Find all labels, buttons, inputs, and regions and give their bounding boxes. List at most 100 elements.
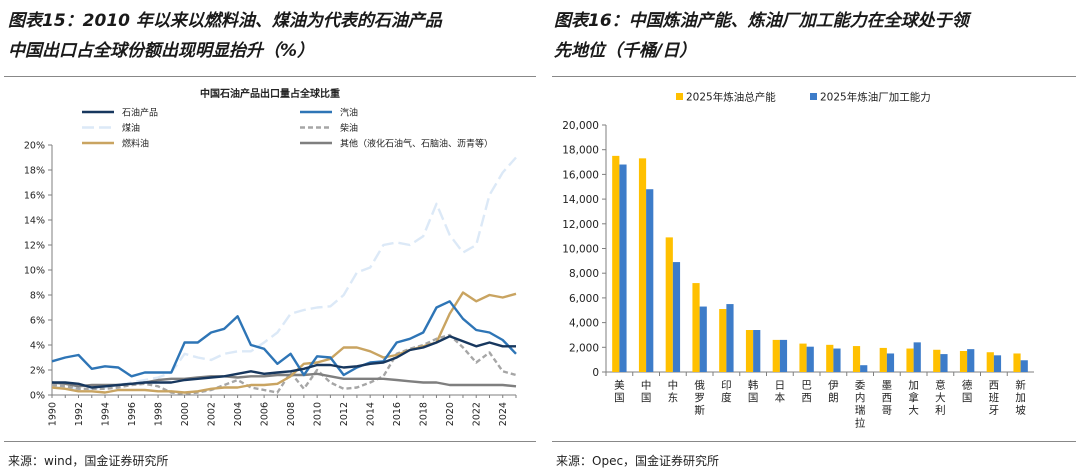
bar-2-6 [753, 330, 761, 372]
x-tick-label: 2006 [260, 402, 271, 426]
right-bottom-rule [552, 441, 1076, 442]
bar-1-3 [665, 237, 673, 372]
y-tick-label: 0% [30, 391, 45, 402]
x-tick-label: 2016 [392, 402, 403, 426]
y-tick-label: 16,000 [562, 169, 599, 181]
left-title-rule [4, 76, 536, 77]
y-tick-label: 16% [24, 191, 45, 202]
y-tick-label: 8,000 [569, 268, 599, 280]
y-tick-label: 8% [30, 291, 45, 302]
x-tick-label: 2014 [366, 402, 377, 426]
y-tick-label: 12% [24, 241, 45, 252]
bar-chart: 2025年炼油总产能 2025年炼油厂加工能力 0 2,000 4,000 6,000 8,… [562, 91, 1034, 430]
legend-label-3: 煤油 [122, 122, 140, 134]
legend-label-4: 柴油 [340, 122, 358, 134]
x-tick-label: 2018 [419, 402, 430, 426]
bar-1-9 [826, 344, 834, 372]
bar-1-1 [612, 155, 620, 372]
legend-label-2: 汽油 [340, 107, 358, 119]
x-tick-label: 2008 [286, 402, 297, 426]
line-chart-title: 中国石油产品出口量占全球比重 [200, 87, 340, 100]
x-category-label: 日本 [775, 380, 786, 405]
x-category-label: 意大利 [935, 379, 946, 417]
left-source-note: 来源：wind，国金证券研究所 [8, 454, 169, 468]
x-category-label: 美国 [614, 379, 625, 405]
bar-1-12 [906, 348, 914, 372]
series-line-5 [51, 291, 517, 394]
x-category-label: 印度 [721, 380, 732, 405]
y-tick-label: 20% [24, 141, 45, 152]
x-tick-label: 2002 [207, 402, 218, 426]
legend-swatch-1 [676, 93, 683, 100]
legend-label-1: 石油产品 [122, 107, 158, 119]
x-tick-label: 2024 [498, 402, 509, 426]
x-category-label: 委内瑞拉 [855, 379, 866, 430]
series-line-4 [51, 333, 517, 395]
x-category-label: 德国 [962, 379, 973, 405]
y-tick-label: 10,000 [562, 244, 599, 256]
legend-label-5: 燃料油 [122, 138, 149, 150]
bar-1-6 [745, 330, 754, 372]
series-line-2 [51, 300, 517, 378]
y-tick-label: 14,000 [562, 194, 599, 206]
bar-1-5 [719, 309, 727, 372]
right-title-rule [552, 76, 1076, 77]
bar-2-11 [886, 353, 895, 372]
bar-1-7 [772, 339, 780, 372]
y-tick-label: 6% [30, 316, 45, 327]
bar-2-7 [779, 339, 788, 372]
x-category-label: 西班牙 [989, 380, 1000, 417]
x-category-label: 韩国 [748, 379, 759, 405]
bar-1-2 [638, 158, 647, 372]
bar-2-4 [699, 306, 707, 372]
y-tick-label: 4% [30, 341, 45, 352]
x-tick-label: 1992 [74, 402, 85, 426]
bar-2-2 [646, 189, 654, 372]
y-tick-label: 6,000 [569, 293, 599, 305]
y-tick-label: 12,000 [562, 219, 599, 231]
x-tick-label: 1998 [154, 402, 165, 426]
x-category-label: 巴西 [801, 380, 812, 405]
x-tick-label: 1990 [48, 402, 59, 426]
bar-1-8 [799, 343, 807, 372]
legend-label-2: 2025年炼油厂加工能力 [820, 91, 931, 104]
y-tick-label: 18,000 [562, 145, 599, 157]
bar-2-3 [672, 262, 681, 372]
y-tick-label: 20,000 [562, 120, 599, 132]
x-tick-label: 1996 [127, 402, 138, 426]
x-tick-label: 2000 [180, 402, 191, 426]
x-category-label: 新加坡 [1015, 379, 1026, 417]
bar-1-14 [959, 351, 968, 372]
bar-2-16 [1020, 360, 1028, 372]
x-tick-label: 2010 [313, 402, 324, 426]
y-tick-label: 10% [24, 266, 45, 277]
right-figure-title: 图表16：中国炼油产能、炼油厂加工能力在全球处于领 先地位（千桶/日） [554, 6, 969, 66]
bar-2-10 [860, 365, 868, 372]
bar-1-4 [692, 283, 700, 372]
x-tick-label: 2020 [445, 402, 456, 426]
y-tick-label: 2,000 [569, 342, 599, 354]
left-bottom-rule [4, 441, 536, 442]
series-line-3 [52, 156, 517, 390]
x-category-label: 加拿大 [908, 380, 919, 417]
left-figure-title-line1: 图表15：2010 年以来以燃料油、煤油为代表的石油产品 [8, 11, 442, 31]
y-tick-label: 14% [24, 216, 45, 227]
bar-1-13 [933, 349, 941, 372]
x-tick-label: 2012 [339, 402, 350, 426]
bar-1-11 [879, 347, 887, 372]
y-tick-label: 18% [24, 166, 45, 177]
bar-2-9 [833, 348, 841, 372]
legend-label-6: 其他（液化石油气、石脑油、沥青等） [340, 138, 493, 150]
right-figure-panel: 图表16：中国炼油产能、炼油厂加工能力在全球处于领 先地位（千桶/日） 2025… [548, 0, 1080, 474]
x-category-label: 俄罗斯 [694, 380, 705, 417]
bar-1-16 [1013, 353, 1021, 372]
left-figure-title: 图表15：2010 年以来以燃料油、煤油为代表的石油产品 中国出口占全球份额出现… [8, 6, 442, 66]
x-category-label: 中国 [641, 379, 652, 405]
bar-2-13 [940, 354, 948, 372]
right-figure-title-line2: 先地位（千桶/日） [554, 41, 697, 61]
bar-2-12 [913, 342, 921, 372]
x-tick-label: 2004 [233, 402, 244, 426]
bar-1-15 [986, 352, 994, 372]
y-tick-label: 0 [592, 367, 599, 379]
